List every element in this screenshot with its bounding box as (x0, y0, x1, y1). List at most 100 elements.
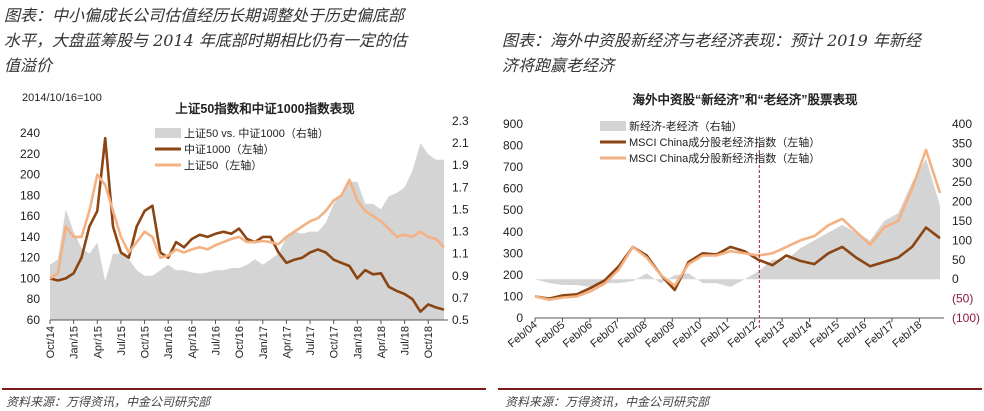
legend-label: MSCI China成分股新经济指数（左轴） (629, 151, 820, 165)
y-right-tick-label: 2.3 (452, 114, 469, 128)
x-tick-label: Feb/09 (643, 319, 677, 350)
x-tick-label: Feb/10 (671, 319, 705, 350)
chart-note: 2014/10/16=100 (22, 92, 102, 104)
x-tick-label: Oct/15 (140, 326, 152, 358)
title-line: 图表：海外中资股新经济与老经济表现：预计 2019 年新经 (502, 31, 921, 50)
x-tick-label: Feb/14 (781, 319, 815, 350)
right-source-note: 资料来源：万得资讯，中金公司研究部 (505, 395, 710, 409)
legend-label: 新经济-老经济（右轴） (629, 119, 743, 133)
title-line: 济将跑赢老经济 (502, 56, 615, 75)
y-right-tick-label: 100 (952, 233, 972, 247)
x-tick-label: Feb/13 (753, 319, 787, 350)
left-figure-title: 图表：中小偏成长公司估值经历长期调整处于历史偏底部 水平，大盘蓝筹股与 2014… (4, 3, 490, 78)
y-left-tick-label: 200 (503, 268, 523, 282)
line-series-1-2 (534, 148, 942, 301)
y-left-tick-label: 120 (20, 251, 40, 265)
x-tick-label: Jul/18 (400, 326, 412, 355)
y-right-tick-label: 0.9 (452, 269, 469, 283)
x-tick-label: Jul/16 (210, 326, 222, 355)
right-figure-title: 图表：海外中资股新经济与老经济表现：预计 2019 年新经 济将跑赢老经济 (502, 28, 984, 78)
right-footer-divider (498, 388, 982, 390)
y-left-tick-label: 100 (503, 289, 523, 303)
x-tick-label: Apr/18 (376, 326, 388, 358)
left-source-note: 资料来源：万得资讯，中金公司研究部 (6, 395, 211, 409)
y-left-tick-label: 220 (20, 147, 40, 161)
y-left-tick-label: 800 (503, 139, 523, 153)
y-right-tick-label: 1.9 (452, 158, 469, 172)
x-tick-label: Oct/16 (234, 326, 246, 358)
y-left-tick-label: 60 (27, 313, 41, 327)
x-tick-label: Feb/11 (699, 319, 732, 350)
y-right-tick-label: 150 (952, 214, 972, 228)
y-left-tick-label: 0 (516, 311, 523, 325)
y-left-tick-label: 500 (503, 203, 523, 217)
y-right-tick-label: (50) (952, 292, 973, 306)
y-right-tick-label: 1.3 (452, 225, 469, 239)
y-right-tick-label: 2.1 (452, 136, 469, 150)
y-right-tick-label: 400 (952, 117, 972, 131)
chart-title: 海外中资股“新经济”和“老经济”股票表现 (632, 92, 858, 107)
title-line: 值溢价 (4, 56, 53, 75)
legend-label: MSCI China成分股老经济指数（左轴） (629, 135, 820, 149)
y-right-tick-label: 350 (952, 136, 972, 150)
y-left-tick-label: 200 (20, 168, 40, 182)
area-series-1 (535, 158, 940, 287)
x-tick-label: Oct/18 (423, 326, 435, 358)
y-left-tick-label: 400 (503, 225, 523, 239)
y-right-tick-label: 200 (952, 195, 972, 209)
x-tick-label: Jan/16 (163, 326, 175, 359)
x-tick-label: Jan/18 (352, 326, 364, 359)
x-tick-label: Feb/06 (561, 319, 595, 350)
line-series-0-2 (49, 173, 445, 280)
legend-swatch-area (600, 121, 626, 131)
y-right-tick-label: 50 (952, 253, 966, 267)
y-left-tick-label: 140 (20, 230, 40, 244)
y-right-tick-label: 0 (952, 272, 959, 286)
x-tick-label: Jan/15 (69, 326, 81, 359)
x-tick-label: Feb/16 (835, 319, 869, 350)
x-tick-label: Oct/14 (45, 326, 57, 358)
x-tick-label: Feb/18 (890, 319, 924, 350)
x-tick-label: Feb/12 (726, 319, 760, 350)
y-right-tick-label: 300 (952, 156, 972, 170)
y-right-tick-label: 0.5 (452, 313, 469, 327)
y-left-tick-label: 80 (27, 292, 41, 306)
title-line: 水平，大盘蓝筹股与 2014 年底部时期相比仍有一定的估 (4, 31, 407, 50)
title-line: 图表：中小偏成长公司估值经历长期调整处于历史偏底部 (4, 6, 405, 25)
x-tick-label: Apr/15 (92, 326, 104, 358)
x-tick-label: Feb/08 (616, 319, 650, 350)
x-tick-label: Jul/15 (116, 326, 128, 355)
y-right-tick-label: 1.7 (452, 180, 469, 194)
x-tick-label: Jul/17 (305, 326, 317, 355)
legend-swatch-area (155, 128, 181, 138)
chart-title: 上证50指数和中证1000指数表现 (175, 101, 355, 116)
y-left-tick-label: 900 (503, 117, 523, 131)
x-tick-label: Feb/15 (808, 319, 842, 350)
line-series-1-1 (534, 226, 941, 300)
y-left-tick-label: 180 (20, 188, 40, 202)
y-right-tick-label: 1.5 (452, 202, 469, 216)
x-tick-label: Apr/16 (187, 326, 199, 358)
y-right-tick-label: (100) (952, 311, 980, 325)
legend-label: 上证50 vs. 中证1000（右轴） (184, 126, 329, 140)
line-series-0-1 (49, 136, 445, 313)
y-left-tick-label: 240 (20, 126, 40, 140)
x-tick-label: Feb/07 (588, 319, 622, 350)
x-tick-label: Jan/17 (258, 326, 270, 359)
y-left-tick-label: 700 (503, 160, 523, 174)
area-series-0 (50, 143, 444, 320)
legend-label: 上证50（左轴） (184, 158, 262, 172)
y-left-tick-label: 100 (20, 271, 40, 285)
y-left-tick-label: 160 (20, 209, 40, 223)
y-left-tick-label: 600 (503, 182, 523, 196)
y-right-tick-label: 0.7 (452, 291, 469, 305)
y-right-tick-label: 250 (952, 175, 972, 189)
x-tick-label: Feb/05 (533, 319, 567, 350)
left-footer-divider (2, 388, 486, 390)
x-tick-label: Feb/17 (863, 319, 897, 350)
y-left-tick-label: 300 (503, 246, 523, 260)
x-tick-label: Apr/17 (281, 326, 293, 358)
legend-label: 中证1000（左轴） (184, 142, 274, 156)
